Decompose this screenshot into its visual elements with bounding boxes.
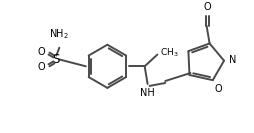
Text: O: O — [38, 47, 45, 57]
Text: NH: NH — [140, 88, 155, 98]
Text: S: S — [53, 53, 60, 66]
Text: N: N — [229, 55, 236, 65]
Text: O: O — [38, 62, 45, 72]
Text: NH$_2$: NH$_2$ — [49, 27, 69, 41]
Text: O: O — [203, 2, 211, 12]
Text: O: O — [215, 84, 222, 94]
Text: CH$_3$: CH$_3$ — [160, 46, 179, 59]
